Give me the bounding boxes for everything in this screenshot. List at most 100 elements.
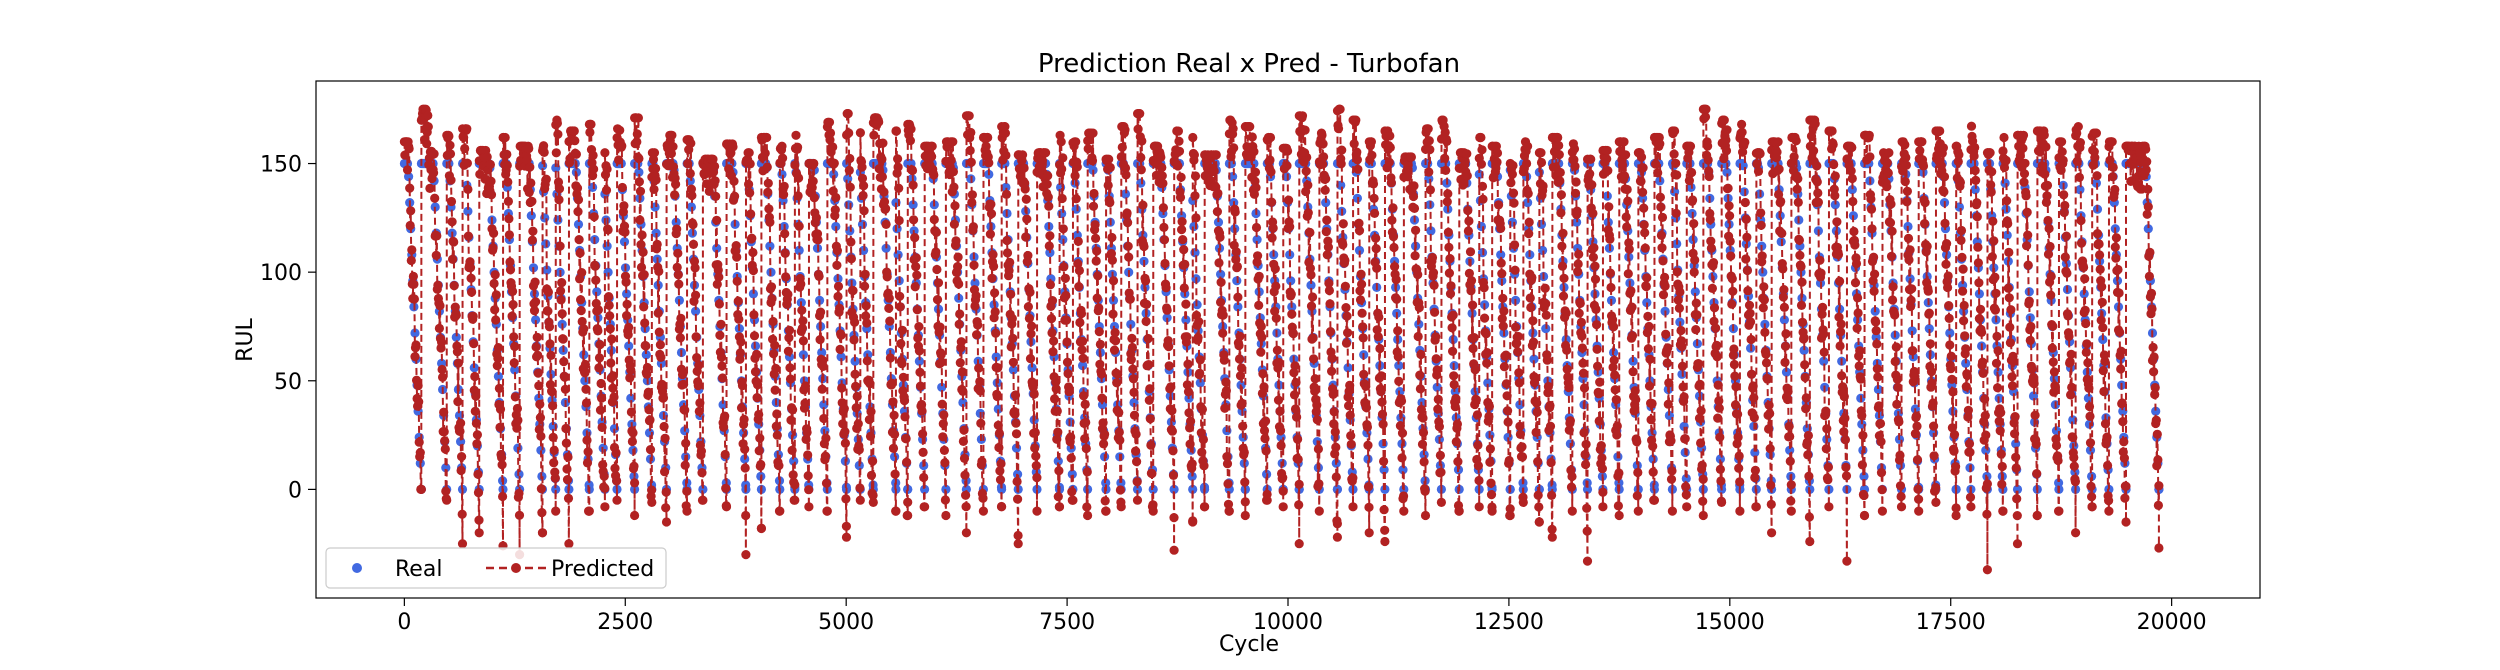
predicted-point bbox=[729, 176, 739, 186]
predicted-point bbox=[1411, 225, 1421, 235]
predicted-point bbox=[1107, 255, 1117, 265]
predicted-point bbox=[1673, 295, 1683, 305]
predicted-point bbox=[1256, 321, 1266, 331]
predicted-point bbox=[1651, 159, 1661, 169]
predicted-point bbox=[1032, 506, 1042, 516]
predicted-point bbox=[895, 302, 905, 312]
predicted-point bbox=[1562, 345, 1572, 355]
predicted-point bbox=[1690, 255, 1700, 265]
predicted-point bbox=[1374, 312, 1384, 322]
predicted-point bbox=[1532, 398, 1542, 408]
predicted-point bbox=[1858, 430, 1868, 440]
predicted-point bbox=[628, 428, 638, 438]
predicted-point bbox=[1876, 437, 1886, 447]
predicted-point bbox=[556, 286, 566, 296]
predicted-point bbox=[772, 409, 782, 419]
predicted-point bbox=[1508, 160, 1518, 171]
predicted-point bbox=[1462, 149, 1472, 159]
predicted-point bbox=[1169, 545, 1179, 555]
predicted-point bbox=[1528, 316, 1538, 326]
predicted-point bbox=[1869, 252, 1879, 262]
predicted-point bbox=[605, 324, 615, 334]
predicted-point bbox=[1975, 304, 1986, 314]
predicted-point bbox=[1348, 473, 1358, 483]
predicted-point bbox=[1000, 128, 1011, 138]
predicted-point bbox=[1452, 419, 1462, 429]
predicted-point bbox=[1499, 362, 1509, 372]
predicted-point bbox=[1847, 173, 1857, 184]
predicted-point bbox=[733, 296, 743, 306]
predicted-point bbox=[754, 446, 764, 456]
predicted-point bbox=[1270, 264, 1280, 274]
predicted-point bbox=[744, 179, 754, 189]
predicted-point bbox=[1819, 347, 1829, 357]
predicted-point bbox=[1287, 309, 1297, 319]
predicted-point bbox=[1234, 354, 1245, 364]
predicted-point bbox=[1588, 252, 1598, 262]
predicted-point bbox=[1575, 298, 1585, 308]
predicted-point bbox=[825, 128, 836, 138]
predicted-point bbox=[1187, 459, 1197, 469]
predicted-point bbox=[1735, 477, 1745, 487]
predicted-point bbox=[732, 252, 742, 262]
predicted-point bbox=[1409, 203, 1420, 213]
predicted-point bbox=[1627, 302, 1637, 312]
predicted-point bbox=[1377, 397, 1387, 407]
predicted-point bbox=[1865, 152, 1875, 162]
predicted-point bbox=[548, 401, 558, 411]
predicted-point bbox=[470, 406, 480, 416]
real-point bbox=[698, 484, 708, 494]
predicted-point bbox=[1290, 404, 1301, 414]
predicted-point bbox=[769, 349, 779, 359]
predicted-point bbox=[1057, 193, 1067, 204]
predicted-point bbox=[1740, 197, 1750, 208]
predicted-point bbox=[855, 495, 865, 505]
predicted-point bbox=[1188, 132, 1198, 143]
predicted-point bbox=[1538, 181, 1548, 191]
plot-area bbox=[399, 104, 2164, 575]
predicted-point bbox=[1123, 241, 1133, 251]
predicted-point bbox=[1067, 487, 1077, 497]
predicted-point bbox=[1369, 193, 1379, 203]
predicted-point bbox=[1376, 386, 1386, 397]
predicted-point bbox=[917, 406, 927, 416]
predicted-point bbox=[1515, 429, 1525, 439]
predicted-point bbox=[1657, 212, 1668, 222]
predicted-point bbox=[1698, 496, 1708, 506]
predicted-point bbox=[1617, 160, 1628, 170]
predicted-point bbox=[579, 324, 589, 334]
predicted-point bbox=[862, 318, 872, 328]
predicted-point bbox=[1474, 475, 1484, 486]
predicted-point bbox=[525, 162, 535, 172]
predicted-point bbox=[780, 248, 790, 258]
predicted-point bbox=[1795, 250, 1805, 260]
predicted-point bbox=[1613, 501, 1623, 511]
predicted-point bbox=[861, 301, 871, 311]
predicted-point bbox=[1556, 190, 1566, 200]
predicted-point bbox=[655, 340, 666, 350]
predicted-point bbox=[1999, 132, 2009, 143]
predicted-point bbox=[1638, 187, 1648, 197]
predicted-point bbox=[1435, 450, 1445, 460]
predicted-point bbox=[605, 311, 615, 321]
predicted-point bbox=[1261, 416, 1271, 426]
predicted-point bbox=[1441, 165, 1451, 175]
predicted-point bbox=[1413, 270, 1423, 280]
predicted-point bbox=[1325, 299, 1335, 309]
predicted-point bbox=[586, 119, 596, 129]
predicted-point bbox=[714, 272, 724, 282]
predicted-point bbox=[694, 406, 704, 416]
predicted-point bbox=[640, 318, 650, 328]
predicted-point bbox=[898, 372, 909, 382]
predicted-point bbox=[1027, 321, 1037, 331]
predicted-point bbox=[1866, 204, 1877, 214]
predicted-point bbox=[1444, 268, 1454, 278]
predicted-point bbox=[1555, 176, 1565, 186]
real-point bbox=[626, 393, 636, 403]
predicted-point bbox=[1579, 383, 1590, 393]
predicted-point bbox=[624, 322, 634, 332]
predicted-point bbox=[647, 485, 657, 495]
predicted-point bbox=[632, 129, 642, 139]
predicted-point bbox=[405, 183, 415, 193]
predicted-point bbox=[1121, 170, 1131, 180]
